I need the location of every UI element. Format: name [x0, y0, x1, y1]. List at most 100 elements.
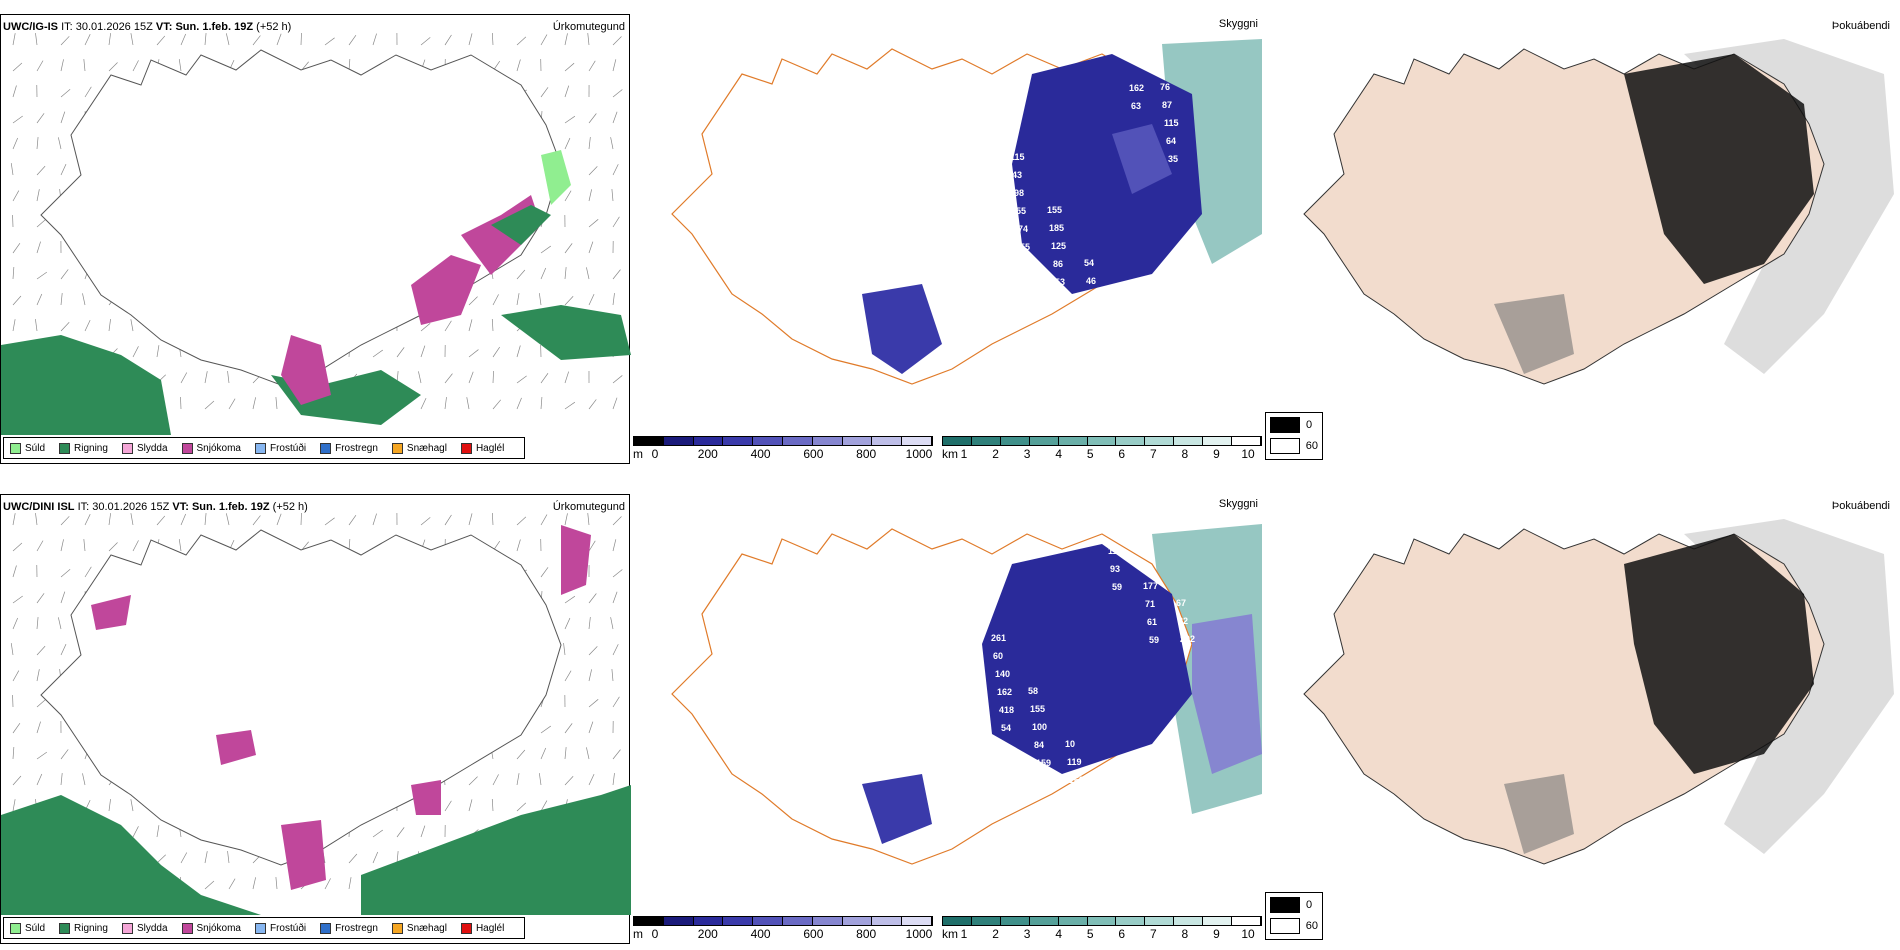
- wind-barb: [492, 346, 500, 358]
- visibility-value-label: 135: [1125, 347, 1140, 357]
- wind-barb: [516, 59, 521, 72]
- colorbar-segment: [753, 437, 783, 445]
- fog-swatch: [1270, 417, 1300, 433]
- legend-swatch: [121, 442, 133, 454]
- precip-type-map-1: [1, 32, 631, 435]
- wind-barb: [108, 319, 111, 332]
- wind-barb: [588, 113, 597, 124]
- legend-label: Haglél: [475, 922, 505, 934]
- wind-barb: [12, 617, 19, 630]
- legend-label: Súld: [25, 922, 46, 934]
- precip-legend: Súld Rigning Slydda Snjókoma Frostúði Frostre…: [3, 437, 526, 459]
- wind-barb: [516, 269, 526, 280]
- panel-title: Skyggni: [1218, 18, 1258, 30]
- colorbar-segment: [753, 917, 783, 925]
- wind-barb: [444, 397, 447, 410]
- wind-barb: [540, 34, 548, 46]
- wind-barb: [588, 241, 594, 254]
- legend-label: Rigning: [74, 922, 108, 934]
- legend-swatch: [320, 442, 332, 454]
- wind-barb: [252, 515, 261, 526]
- colorbar-tick: 7: [1149, 447, 1157, 461]
- legend-swatch: [391, 922, 403, 934]
- it-label: IT:: [61, 21, 73, 33]
- wind-barb: [130, 513, 134, 526]
- it-value: 30.01.2026 15Z: [75, 21, 153, 33]
- precip-type-panel-1: UWC/IG-IS IT: 30.01.2026 15Z VT: Sun. 1.…: [0, 14, 631, 464]
- visibility-value-label: 185: [1049, 223, 1064, 233]
- colorbar-tick: 9: [1213, 447, 1220, 461]
- colorbar-segment: [1145, 437, 1175, 445]
- wind-barb: [420, 37, 431, 46]
- colorbar-tick: 600: [803, 447, 824, 461]
- visibility-labels-2: 261 58 10 38 99 67 60 155 119 84 93 82 140 100 169 17 17…: [962, 546, 1195, 855]
- model-name: UWC/IG-IS: [3, 21, 58, 33]
- colorbar-tick: 200: [697, 927, 718, 941]
- wind-barb: [84, 86, 92, 98]
- wind-barb: [36, 113, 45, 124]
- wind-barb: [130, 799, 134, 812]
- visibility-value-label: 261: [991, 633, 1006, 643]
- visibility-value-label: 82: [1178, 616, 1188, 626]
- legend-label: Slydda: [136, 442, 168, 454]
- legend-item-snæhagl: Snæhagl: [391, 442, 447, 454]
- colorbar-segment: [1000, 437, 1030, 445]
- wind-barb: [491, 799, 494, 812]
- wind-barb: [564, 85, 570, 98]
- wind-barb: [418, 371, 422, 384]
- colorbar-tick: 400: [750, 927, 771, 941]
- legend-label: Frostregn: [335, 442, 378, 454]
- legend-item-snæhagl: Snæhagl: [391, 922, 447, 934]
- visibility-value-label: 63: [966, 688, 976, 698]
- wind-barb: [36, 669, 40, 682]
- visibility-value-label: 43: [1012, 170, 1022, 180]
- fog-label: 60: [1305, 920, 1318, 932]
- wind-barb: [491, 512, 494, 526]
- wind-barb: [372, 829, 383, 838]
- colorbar-tick: 1: [960, 927, 968, 941]
- wind-barb: [564, 595, 576, 604]
- wind-barb: [444, 34, 452, 46]
- wind-barb: [396, 827, 405, 838]
- colorbar-segment: [1232, 917, 1261, 925]
- colorbar-segment: [812, 917, 843, 925]
- visibility-value-label: 60: [1092, 330, 1102, 340]
- wind-barb: [228, 878, 236, 890]
- wind-barb: [564, 723, 573, 734]
- fog-panel-2: Þokuábendi: [1264, 494, 1894, 944]
- wind-barb: [516, 773, 520, 786]
- wind-barb: [35, 33, 38, 46]
- wind-barb: [372, 33, 377, 46]
- colorbar-segment: [1087, 917, 1117, 925]
- wind-barb: [10, 163, 14, 176]
- wind-barb: [204, 880, 215, 890]
- vt-value: Sun. 1.feb. 19Z: [175, 21, 254, 33]
- wind-barb: [468, 371, 474, 384]
- wind-barb: [178, 539, 182, 552]
- wind-barb: [178, 59, 182, 72]
- wind-barb: [540, 567, 549, 578]
- wind-barb: [468, 296, 478, 306]
- wind-barb: [564, 243, 573, 254]
- fog-swatch: [1270, 897, 1300, 913]
- wind-barb: [60, 749, 69, 760]
- wind-barb: [36, 617, 39, 630]
- wind-barb: [60, 539, 64, 552]
- wind-barb: [60, 59, 64, 72]
- colorbar-segment: [812, 437, 843, 445]
- legend-swatch: [254, 922, 266, 934]
- wind-barb: [12, 723, 21, 734]
- legend-item-frostúði: Frostúði: [254, 922, 306, 934]
- visibility-value-label: 155: [1047, 205, 1062, 215]
- colorbar-segment: [1000, 917, 1030, 925]
- wind-barb: [228, 398, 236, 410]
- wind-barb: [36, 593, 45, 604]
- wind-barb: [36, 137, 39, 150]
- vt-label: VT:: [172, 501, 189, 513]
- wind-barb: [420, 397, 427, 410]
- visibility-value-label: 10: [1065, 739, 1075, 749]
- legend-item-frostúði: Frostúði: [254, 442, 306, 454]
- visibility-value-label: 46: [1086, 276, 1096, 286]
- wind-barb: [108, 62, 118, 72]
- visibility-value-label: 87: [1162, 100, 1172, 110]
